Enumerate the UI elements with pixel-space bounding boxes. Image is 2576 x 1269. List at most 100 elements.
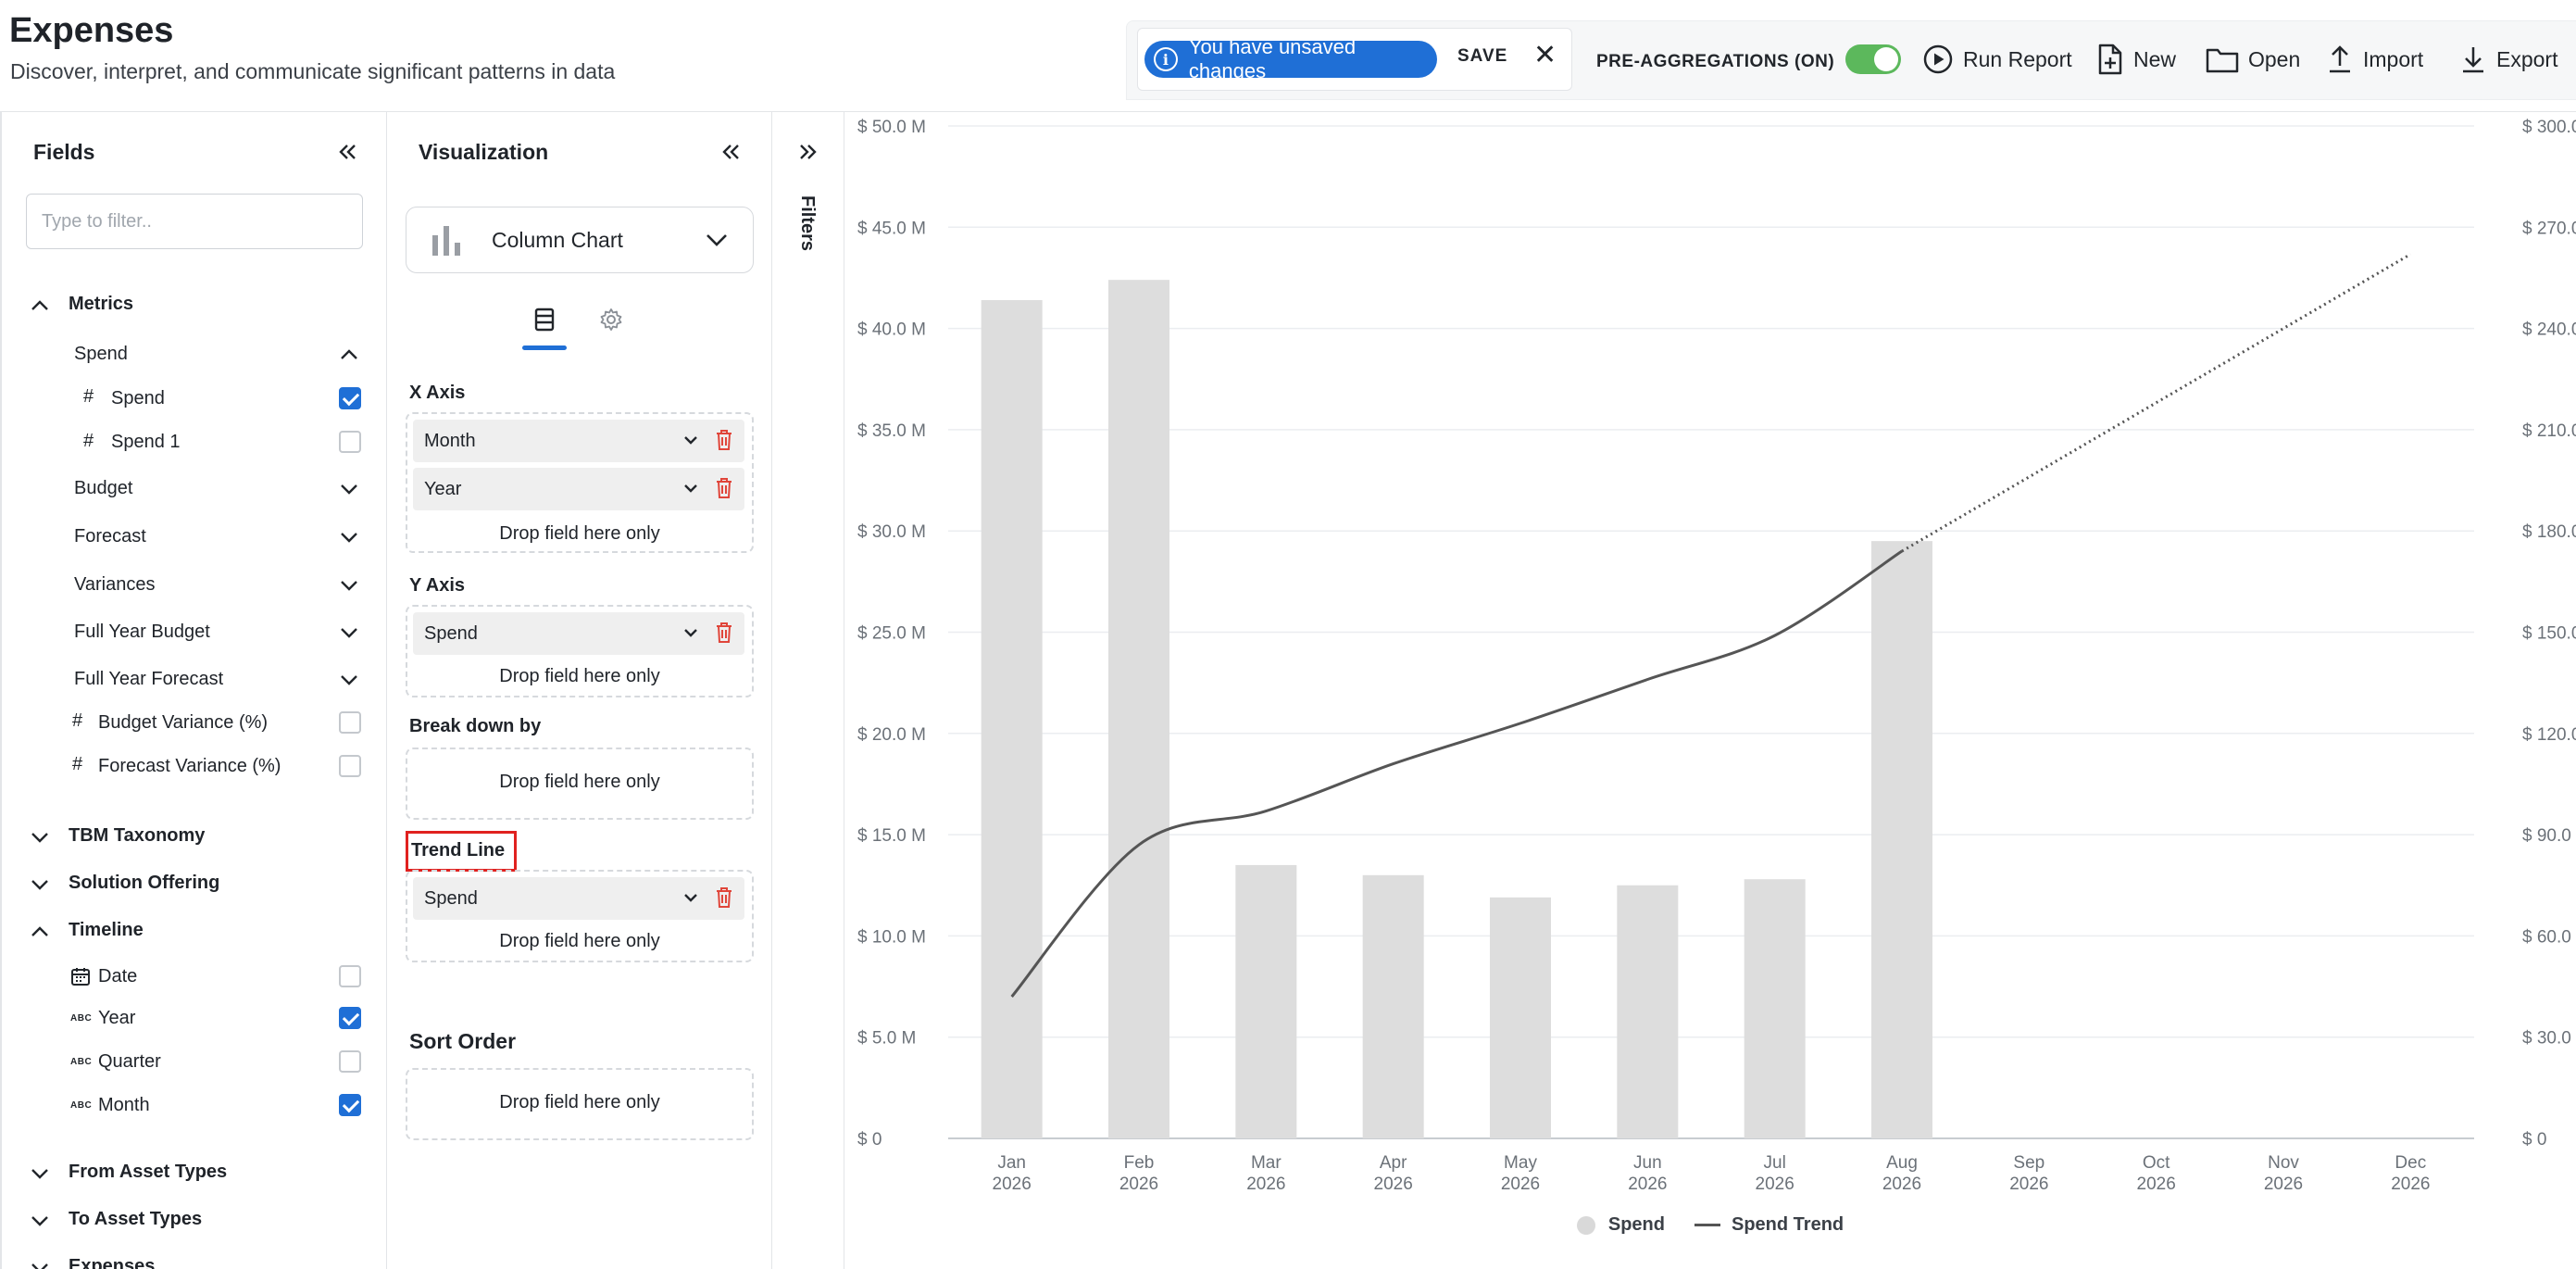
full-year-budget-group[interactable]: Full Year Budget bbox=[74, 622, 210, 642]
solution-offering-group[interactable]: Solution Offering bbox=[69, 873, 220, 893]
chevron-down-icon[interactable] bbox=[339, 625, 359, 640]
left-axis-tick-label: $ 0 bbox=[857, 1130, 882, 1150]
collapse-left-icon[interactable] bbox=[719, 140, 744, 164]
spend-group[interactable]: Spend bbox=[74, 344, 128, 364]
metrics-group[interactable]: Metrics bbox=[69, 294, 134, 314]
chevron-down-icon[interactable] bbox=[339, 672, 359, 687]
expenses-group[interactable]: Expenses bbox=[69, 1256, 156, 1269]
variances-group[interactable]: Variances bbox=[74, 574, 156, 595]
chevron-down-icon[interactable] bbox=[682, 431, 700, 449]
x-axis-field-month[interactable]: Month bbox=[413, 420, 744, 462]
right-axis-tick-label: $ 300.0 bbox=[2522, 118, 2576, 137]
run-report-button[interactable]: Run Report bbox=[1922, 41, 2072, 78]
date-checkbox[interactable] bbox=[339, 965, 361, 987]
legend-item-spend[interactable]: Spend bbox=[1576, 1214, 1665, 1236]
chevron-down-icon[interactable] bbox=[30, 830, 50, 845]
trend-line-drop-zone[interactable]: Spend Drop field here only bbox=[406, 870, 754, 962]
from-asset-types-group[interactable]: From Asset Types bbox=[69, 1162, 228, 1182]
chevron-down-icon bbox=[707, 234, 727, 246]
date-field[interactable]: Date bbox=[98, 966, 138, 986]
text-type-icon: ABC bbox=[70, 1013, 93, 1024]
chevron-up-icon[interactable] bbox=[30, 924, 50, 939]
breakdown-drop-zone[interactable]: Drop field here only bbox=[406, 748, 754, 820]
filters-strip[interactable]: Filters bbox=[772, 111, 844, 1269]
trash-icon[interactable] bbox=[715, 622, 733, 644]
to-asset-types-group[interactable]: To Asset Types bbox=[69, 1209, 203, 1229]
forecast-variance-field[interactable]: Forecast Variance (%) bbox=[98, 756, 281, 776]
budget-variance-field[interactable]: Budget Variance (%) bbox=[98, 712, 269, 733]
legend-item-spend-trend[interactable]: Spend Trend bbox=[1694, 1214, 1844, 1236]
chevron-up-icon[interactable] bbox=[339, 347, 359, 362]
left-axis-tick-label: $ 25.0 M bbox=[857, 624, 926, 644]
chart-type-select[interactable]: Column Chart bbox=[406, 207, 754, 273]
legend-swatch-spend-trend bbox=[1694, 1224, 1720, 1226]
data-tab-icon[interactable] bbox=[533, 307, 556, 333]
chevron-down-icon[interactable] bbox=[339, 482, 359, 496]
right-axis-tick-label: $ 0 bbox=[2522, 1130, 2546, 1150]
text-type-icon: ABC bbox=[70, 1100, 93, 1111]
expand-right-icon[interactable] bbox=[794, 140, 820, 164]
left-axis-tick-label: $ 50.0 M bbox=[857, 118, 926, 137]
export-button[interactable]: Export bbox=[2459, 41, 2557, 78]
y-axis-drop-zone[interactable]: Spend Drop field here only bbox=[406, 605, 754, 697]
timeline-group[interactable]: Timeline bbox=[69, 920, 144, 940]
legend-label-spend-trend: Spend Trend bbox=[1732, 1214, 1844, 1235]
full-year-forecast-group[interactable]: Full Year Forecast bbox=[74, 669, 224, 689]
spend-field[interactable]: Spend bbox=[111, 388, 165, 408]
left-axis-tick-label: $ 20.0 M bbox=[857, 725, 926, 745]
collapse-left-icon[interactable] bbox=[335, 140, 361, 164]
chevron-down-icon[interactable] bbox=[30, 877, 50, 892]
calendar-icon bbox=[71, 968, 90, 986]
forecast-variance-checkbox[interactable] bbox=[339, 755, 361, 777]
month-field[interactable]: Month bbox=[98, 1095, 150, 1115]
new-button[interactable]: New bbox=[2096, 41, 2176, 78]
number-type-icon: # bbox=[83, 386, 94, 407]
open-button[interactable]: Open bbox=[2206, 41, 2300, 78]
settings-gear-icon[interactable] bbox=[598, 307, 624, 333]
save-button[interactable]: SAVE bbox=[1457, 46, 1508, 66]
new-label: New bbox=[2133, 46, 2177, 71]
forecast-group[interactable]: Forecast bbox=[74, 526, 146, 547]
quarter-checkbox[interactable] bbox=[339, 1050, 361, 1073]
field-filter-input[interactable] bbox=[26, 194, 363, 249]
chevron-down-icon[interactable] bbox=[30, 1213, 50, 1228]
upload-icon bbox=[2330, 45, 2350, 73]
budget-variance-checkbox[interactable] bbox=[339, 711, 361, 734]
right-axis-tick-label: $ 240.0 bbox=[2522, 320, 2576, 340]
quarter-field[interactable]: Quarter bbox=[98, 1051, 161, 1072]
play-circle-icon bbox=[1923, 44, 1953, 74]
trend-line-spend bbox=[1010, 549, 1903, 998]
month-checkbox[interactable] bbox=[339, 1094, 361, 1116]
chevron-down-icon[interactable] bbox=[30, 1166, 50, 1181]
import-button[interactable]: Import bbox=[2326, 41, 2423, 78]
budget-group[interactable]: Budget bbox=[74, 478, 133, 498]
sort-order-drop-zone[interactable]: Drop field here only bbox=[406, 1068, 754, 1140]
x-axis-drop-zone[interactable]: Month Year Drop field here only bbox=[406, 412, 754, 553]
year-checkbox[interactable] bbox=[339, 1007, 361, 1029]
field-chip-label: Year bbox=[424, 478, 462, 499]
chevron-down-icon[interactable] bbox=[30, 1261, 50, 1269]
left-axis-tick-label: $ 45.0 M bbox=[857, 219, 926, 238]
y-axis-field-spend[interactable]: Spend bbox=[413, 612, 744, 655]
x-axis-tick-label: May bbox=[1504, 1153, 1537, 1173]
chevron-down-icon[interactable] bbox=[682, 888, 700, 907]
chevron-up-icon[interactable] bbox=[30, 298, 50, 313]
bar-spend bbox=[981, 299, 1043, 1139]
chevron-down-icon[interactable] bbox=[339, 530, 359, 545]
spend-1-field[interactable]: Spend 1 bbox=[111, 432, 181, 452]
chevron-down-icon[interactable] bbox=[682, 479, 700, 497]
trash-icon[interactable] bbox=[715, 886, 733, 909]
pre-aggregations-toggle[interactable] bbox=[1845, 44, 1901, 74]
trash-icon[interactable] bbox=[715, 429, 733, 451]
trash-icon[interactable] bbox=[715, 477, 733, 499]
close-icon[interactable]: ✕ bbox=[1533, 40, 1557, 70]
spend-1-checkbox[interactable] bbox=[339, 431, 361, 453]
year-field[interactable]: Year bbox=[98, 1008, 136, 1028]
x-axis-field-year[interactable]: Year bbox=[413, 468, 744, 510]
tbm-taxonomy-group[interactable]: TBM Taxonomy bbox=[69, 825, 206, 846]
x-axis-tick-label: Jan bbox=[997, 1153, 1026, 1173]
trend-line-field-spend[interactable]: Spend bbox=[413, 877, 744, 920]
chevron-down-icon[interactable] bbox=[339, 578, 359, 593]
spend-checkbox[interactable] bbox=[339, 387, 361, 409]
chevron-down-icon[interactable] bbox=[682, 623, 700, 642]
